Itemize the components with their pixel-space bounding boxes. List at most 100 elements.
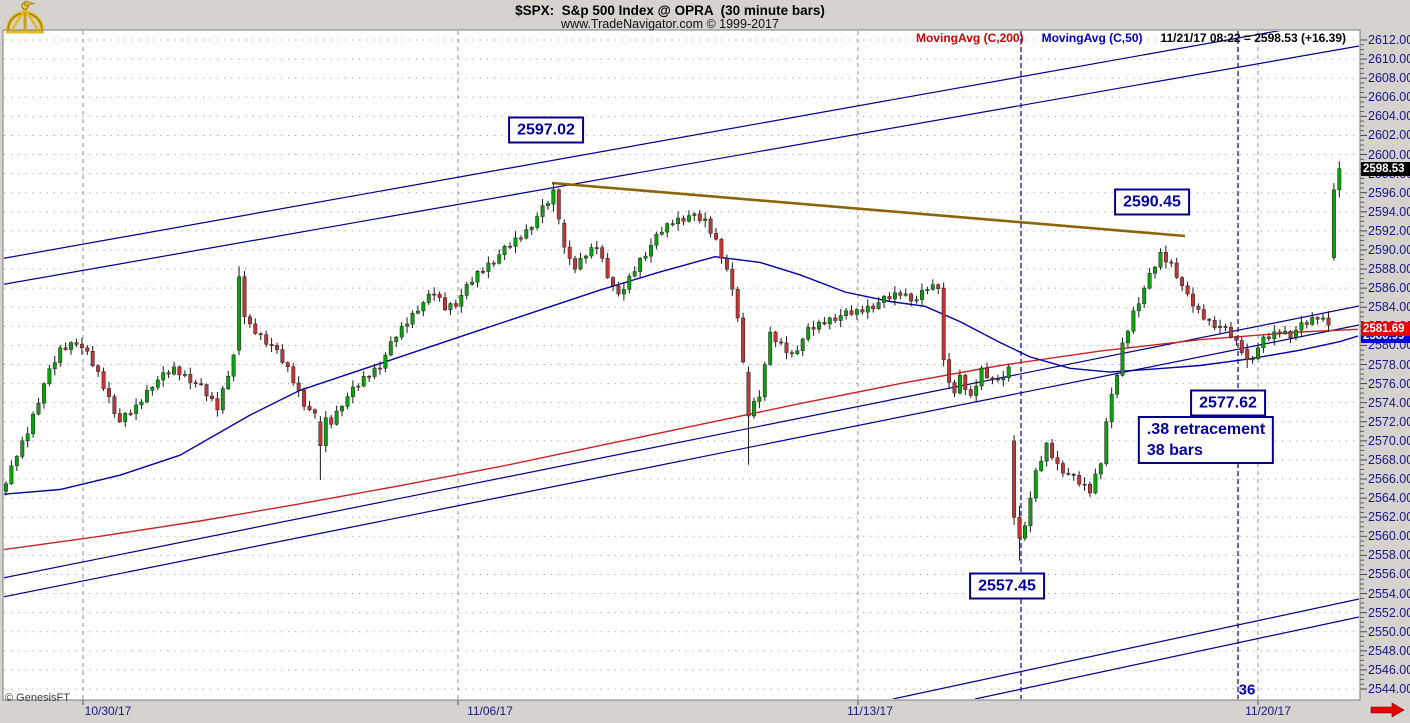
candle [1153, 265, 1157, 279]
candle [85, 345, 90, 356]
candle [730, 262, 735, 296]
price-axis-label: 2596.00 [1368, 185, 1410, 200]
candle [1028, 491, 1033, 533]
genesis-copyright: © GenesisFT [5, 692, 70, 704]
candle [323, 411, 328, 453]
candle [307, 401, 312, 412]
outer-channel-line-1[interactable] [892, 598, 1359, 699]
candle [632, 266, 637, 278]
candle [1201, 304, 1206, 321]
price-axis-label: 2572.00 [1368, 414, 1410, 429]
candle [1207, 317, 1212, 326]
candle [340, 405, 344, 417]
candle [947, 353, 952, 390]
candle [1033, 467, 1038, 503]
candle [1196, 303, 1201, 314]
lower-high-label[interactable]: 2590.45 [1114, 188, 1190, 216]
price-tag-last: 2598.53 [1361, 162, 1410, 176]
candle [1055, 451, 1060, 471]
candle [177, 365, 182, 381]
candle [719, 237, 724, 264]
price-axis-label: 2612.00 [1368, 33, 1410, 47]
candle [508, 242, 513, 250]
candle [1277, 329, 1282, 338]
candle [1326, 311, 1331, 332]
candle [296, 376, 301, 397]
price-axis-label: 2556.00 [1368, 567, 1410, 582]
candle [849, 305, 854, 316]
price-axis-label: 2608.00 [1368, 71, 1410, 86]
candle [670, 219, 675, 227]
price-axis-label: 2554.00 [1368, 586, 1410, 601]
retrace-low-label[interactable]: 2577.62 [1190, 389, 1266, 417]
candle [155, 376, 160, 390]
price-axis-label: 2610.00 [1368, 52, 1410, 67]
indicator-legend: MovingAvg (C,200) MovingAvg (C,50) 11/21… [640, 31, 1346, 45]
bar-count-label[interactable]: 36 [1238, 681, 1256, 699]
upper-channel-line-1[interactable] [0, 30, 1283, 259]
resistance-trendline[interactable] [551, 181, 1186, 238]
price-axis-label: 2560.00 [1368, 529, 1410, 544]
candle [421, 301, 426, 317]
candle [567, 240, 572, 266]
candle [502, 244, 507, 261]
legend-ma50-label[interactable]: MovingAvg (C,50) [1041, 31, 1143, 45]
candle [800, 337, 805, 357]
candle [1071, 472, 1076, 481]
candle [226, 370, 231, 390]
last-trade-quote: 11/21/17 08:22 = 2598.53 (+16.39) [1160, 31, 1347, 45]
candle [410, 310, 415, 328]
swing-low-label[interactable]: 2557.45 [969, 572, 1045, 600]
legend-ma200-label[interactable]: MovingAvg (C,200) [916, 31, 1024, 45]
candle [741, 312, 746, 364]
candle [1304, 319, 1309, 329]
candle [556, 188, 561, 225]
candle [1088, 481, 1092, 497]
candle [486, 256, 491, 279]
candle [231, 353, 236, 382]
candle [481, 267, 485, 275]
candle [258, 332, 263, 340]
scroll-right-arrow-button[interactable] [1370, 702, 1406, 718]
candle [1142, 285, 1147, 308]
candle [697, 209, 702, 224]
ma50-line[interactable] [3, 255, 1359, 495]
candle [724, 254, 729, 272]
candle [345, 392, 350, 410]
candle [280, 344, 285, 364]
candle [1321, 313, 1326, 322]
ma200-line[interactable] [3, 328, 1359, 551]
candle [1136, 297, 1141, 318]
candle [1169, 259, 1174, 268]
candle [676, 211, 681, 231]
candle [594, 240, 599, 255]
candle [822, 316, 827, 326]
candle [708, 216, 713, 238]
candle [963, 373, 968, 395]
swing-high-label[interactable]: 2597.02 [508, 116, 584, 144]
candle [1060, 460, 1065, 478]
candle [302, 387, 307, 411]
upper-channel-line-2[interactable] [0, 45, 1359, 285]
candle [128, 409, 133, 417]
retracement-note[interactable]: .38 retracement 38 bars [1137, 416, 1275, 464]
candle [161, 366, 166, 387]
candle [459, 288, 464, 313]
outer-channel-line-2[interactable] [974, 616, 1359, 699]
candle [350, 380, 355, 404]
candle [665, 222, 670, 238]
candle [703, 212, 708, 228]
date-axis-label: 11/20/17 [1245, 704, 1291, 718]
candle [14, 455, 19, 472]
candle [1066, 467, 1071, 476]
candle [1104, 417, 1109, 467]
candle [188, 367, 193, 390]
candle [1109, 387, 1114, 429]
candle [551, 183, 556, 212]
candle [1315, 316, 1320, 325]
lower-channel-line-1[interactable] [3, 305, 1359, 579]
grid-layer [4, 31, 1367, 705]
candle [112, 394, 117, 418]
candle [415, 305, 420, 315]
